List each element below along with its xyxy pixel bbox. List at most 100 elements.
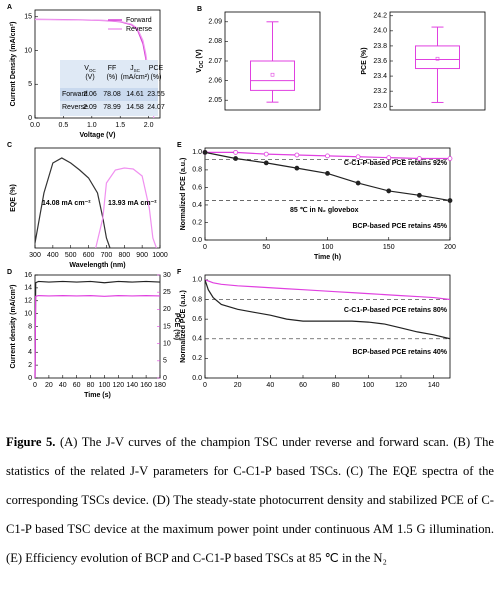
x-tick-label: 600 xyxy=(83,252,95,259)
x-tick-label: 20 xyxy=(45,382,53,389)
y-tick-label: 23.2 xyxy=(373,88,387,95)
x-tick-label: 20 xyxy=(234,382,242,389)
x-tick-label: 120 xyxy=(395,382,407,389)
box xyxy=(415,45,460,70)
x-tick-label: 140 xyxy=(428,382,440,389)
annotation: 13.93 mA cm⁻² xyxy=(108,200,157,207)
series-marker xyxy=(416,156,422,161)
plot-frame xyxy=(34,147,161,249)
caption-label: Figure 5. xyxy=(6,435,56,449)
panel-label: B xyxy=(197,6,202,13)
x-tick-label: 60 xyxy=(299,382,307,389)
y2-tick-label: 25 xyxy=(163,289,171,296)
x-tick-label: 0 xyxy=(203,382,207,389)
table-cell: 23.55 xyxy=(147,91,165,98)
x-tick-label: 120 xyxy=(112,382,124,389)
y-axis-label: Current Density (mA/cm²) xyxy=(10,22,17,107)
series-marker xyxy=(263,160,269,166)
table-header: JSC xyxy=(130,65,141,73)
legend-label: Reverse xyxy=(126,26,152,33)
table-cell: 14.61 xyxy=(126,91,144,98)
x-tick-label: 0 xyxy=(33,382,37,389)
series-line xyxy=(34,157,111,249)
series-marker xyxy=(447,156,453,161)
series-line xyxy=(204,279,451,340)
x-tick-label: 1.5 xyxy=(115,122,125,129)
y-tick-label: 0.2 xyxy=(192,219,202,226)
y2-tick-label: 5 xyxy=(163,358,167,365)
y-tick-label: 2.05 xyxy=(208,97,222,104)
series-marker xyxy=(294,165,300,171)
x-tick-label: 2.0 xyxy=(144,122,154,129)
x-tick-label: 140 xyxy=(126,382,138,389)
y-axis-label: EQE (%) xyxy=(10,184,17,212)
y-tick-label: 0.8 xyxy=(192,167,202,174)
x-tick-label: 60 xyxy=(73,382,81,389)
x-tick-label: 180 xyxy=(154,382,166,389)
y2-axis-label: PCE (%) xyxy=(173,313,180,340)
y-axis-label: Normalized PCE (a.u.) xyxy=(180,158,187,231)
y-axis-label: PCE (%) xyxy=(361,47,368,74)
y-tick-label: 0.6 xyxy=(192,316,202,323)
mean xyxy=(435,56,440,61)
y-tick-label: 4 xyxy=(28,349,32,356)
panel-label: E xyxy=(177,142,182,149)
table-row-bg xyxy=(60,88,158,101)
y-tick-label: 16 xyxy=(24,272,32,279)
y-tick-label: 2.07 xyxy=(208,58,222,65)
y2-tick-label: 0 xyxy=(163,375,167,382)
x-axis-label: Time (h) xyxy=(314,254,341,261)
y-tick-label: 0.8 xyxy=(192,296,202,303)
y-axis-label: VOC (V) xyxy=(196,49,205,73)
x-tick-label: 700 xyxy=(101,252,113,259)
x-tick-label: 80 xyxy=(87,382,95,389)
series-marker xyxy=(325,171,330,176)
y-tick-label: 1.0 xyxy=(192,277,202,284)
series-marker xyxy=(233,156,239,161)
x-tick-label: 1000 xyxy=(152,252,168,259)
x-tick-label: 0 xyxy=(203,244,207,251)
series-line xyxy=(95,167,157,249)
y-tick-label: 0.4 xyxy=(192,202,202,209)
table-header-part: FF xyxy=(108,65,117,72)
y-axis-label: Normalized PCE (a.u.) xyxy=(180,290,187,363)
table-header: PCE xyxy=(149,65,164,72)
caption-text: (A) The J-V curves of the champion TSC u… xyxy=(6,435,494,565)
series-line xyxy=(34,280,161,379)
y-tick-label: 0.2 xyxy=(192,355,202,362)
table-header-part: PCE xyxy=(149,65,164,72)
series-line xyxy=(204,279,451,301)
x-tick-label: 300 xyxy=(29,252,41,259)
y-tick-label: 23.4 xyxy=(373,73,387,80)
y-tick-label: 23.8 xyxy=(373,43,387,50)
mean xyxy=(270,72,275,77)
y-tick-label: 0.4 xyxy=(192,336,202,343)
table-cell: 24.07 xyxy=(147,104,165,111)
box xyxy=(250,60,295,91)
y-tick-label: 6 xyxy=(28,336,32,343)
table-cell: Reverse xyxy=(62,104,88,111)
plot-frame xyxy=(204,274,451,379)
y-tick-label: 0 xyxy=(28,115,32,122)
panel-label: D xyxy=(7,269,12,276)
y2-tick-label: 10 xyxy=(163,341,171,348)
x-tick-label: 100 xyxy=(362,382,374,389)
y-axis-label-part: (V) xyxy=(196,49,203,58)
panel-label: A xyxy=(7,4,12,11)
x-axis-label: Wavelength (nm) xyxy=(69,262,125,269)
table-header-unit: (mA/cm²) xyxy=(121,74,150,81)
y-tick-label: 5 xyxy=(28,81,32,88)
y-tick-label: 0.0 xyxy=(192,237,202,244)
x-tick-label: 400 xyxy=(47,252,59,259)
y-tick-label: 0.6 xyxy=(192,184,202,191)
y-axis-label-part: OC xyxy=(199,60,205,68)
x-tick-label: 500 xyxy=(65,252,77,259)
annotation: BCP-based PCE retains 40% xyxy=(352,349,447,356)
y-tick-label: 15 xyxy=(24,14,32,21)
table-header-unit: (%) xyxy=(107,74,118,81)
x-axis-label: Time (s) xyxy=(84,392,111,399)
annotation: C-C1-P-based PCE retains 80% xyxy=(344,307,448,314)
y2-tick-label: 30 xyxy=(163,272,171,279)
series-marker xyxy=(355,154,361,160)
